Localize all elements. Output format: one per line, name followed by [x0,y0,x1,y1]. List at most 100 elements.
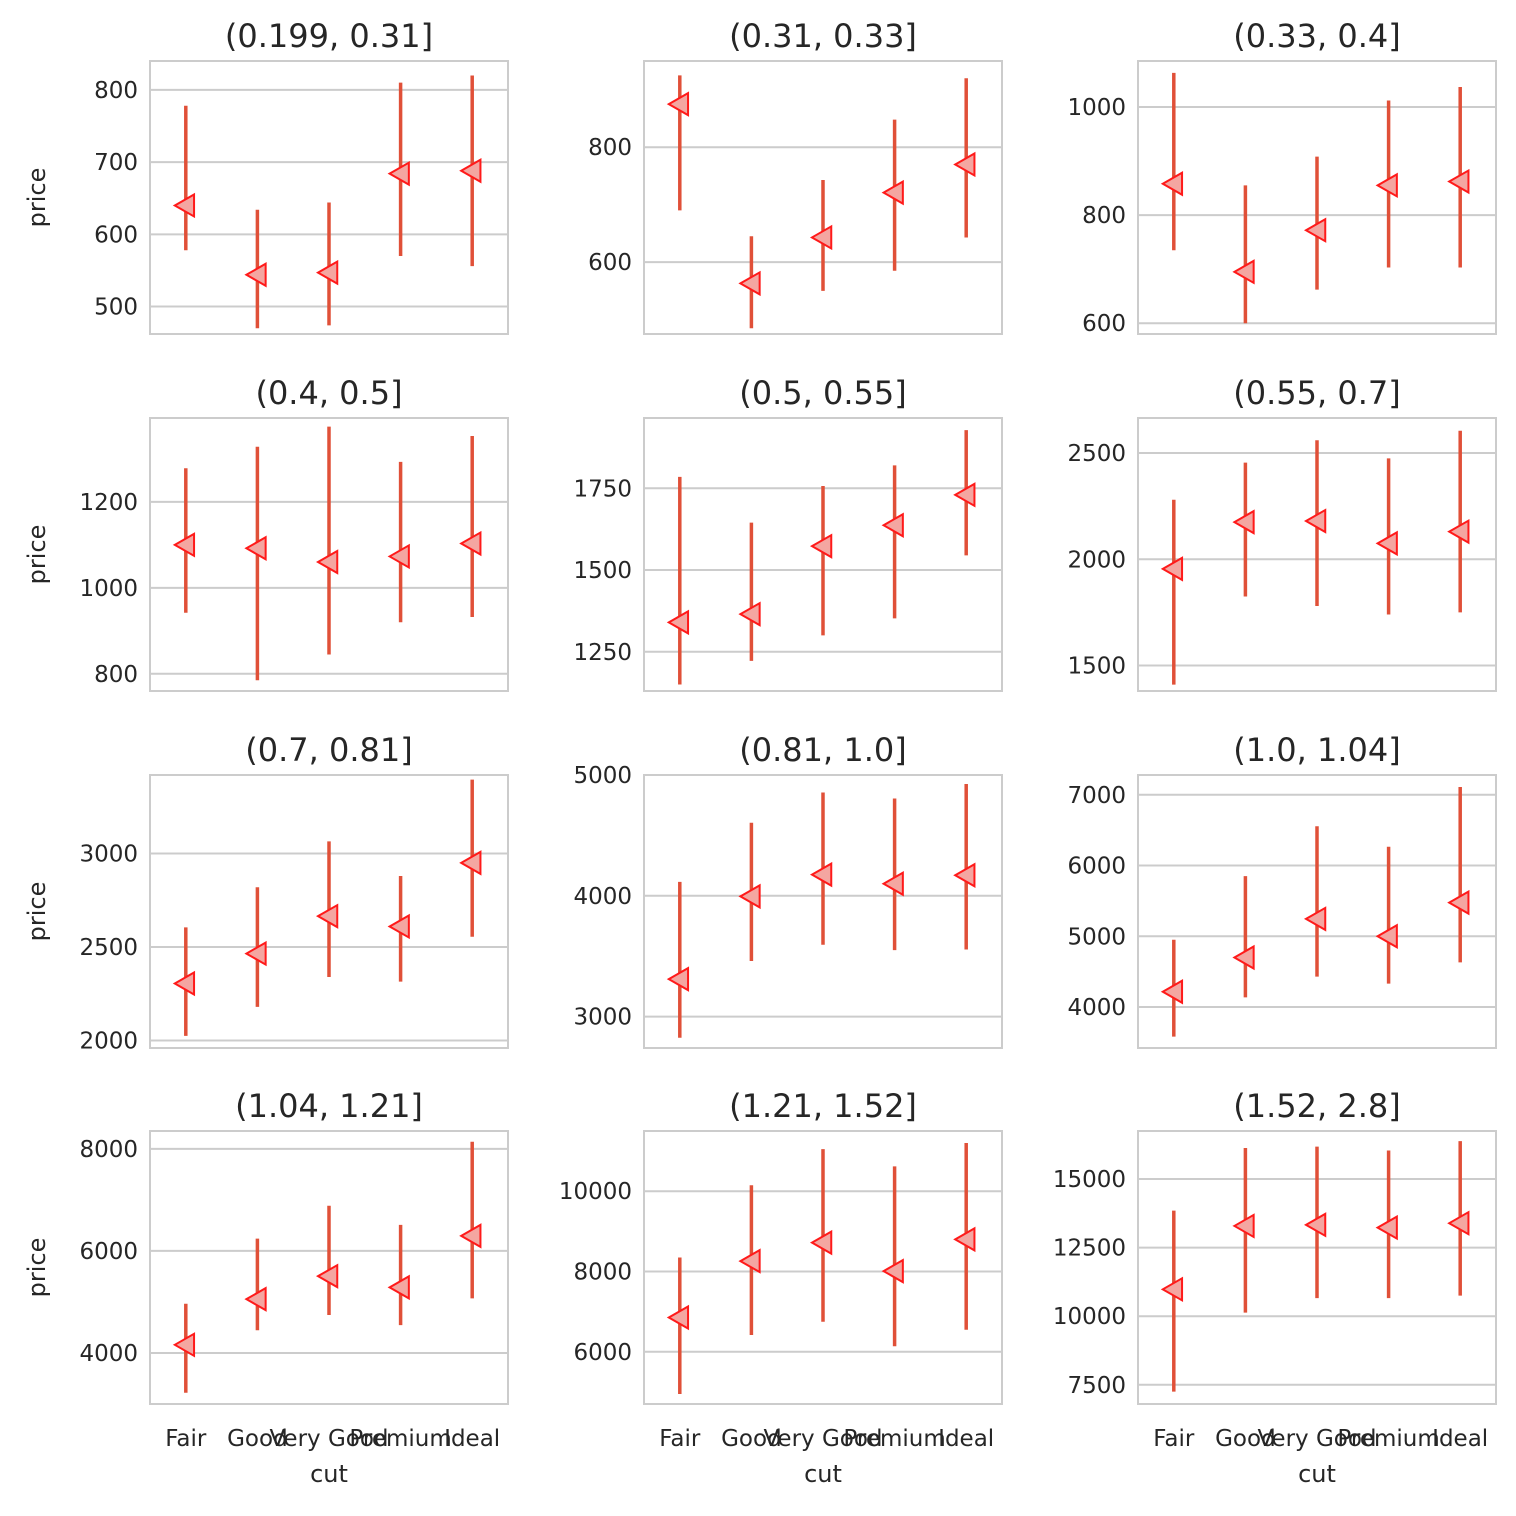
point-marker [881,512,904,538]
axes-frame [149,774,509,1049]
point-marker [1160,556,1184,582]
y-tick-label: 1250 [573,640,632,666]
facet-panel: 600 800 (0.31, 0.33] [588,17,1003,335]
axes-frame [643,417,1003,692]
point-marker [1303,508,1327,534]
x-tick-label: Very Good [269,1426,388,1452]
x-tick-label: Good [1215,1426,1276,1452]
x-tick-label: Premium [349,1426,451,1452]
point-marker [1232,509,1255,535]
facet-panel: 2000 2500 3000 (0.7, 0.81] price [23,731,509,1055]
y-axis-label: price [23,168,51,228]
x-tick-label: Good [721,1426,782,1452]
y-tick-label: 500 [94,295,138,321]
y-tick-label: 12500 [1053,1236,1126,1262]
facet-panel: 4000 5000 6000 7000 (1.0, 1.04] [1067,731,1497,1049]
y-tick-label: 1500 [1067,654,1126,680]
y-tick-label: 4000 [79,1341,138,1367]
point-marker [387,160,410,187]
x-tick-label: Fair [659,1426,701,1452]
point-marker [1232,1213,1255,1239]
facet-panel: 3000 4000 5000 (0.81, 1.0] [573,731,1003,1049]
y-tick-label: 15000 [1053,1167,1126,1193]
y-tick-label: 6000 [1067,854,1126,880]
point-marker [953,1226,976,1253]
axes-frame [1137,60,1497,335]
x-tick-label: Ideal [1432,1426,1488,1452]
point-marker [881,179,904,206]
point-marker [387,543,410,570]
y-tick-label: 4000 [1067,995,1126,1021]
axes-frame [1137,774,1497,1049]
y-tick-label: 8000 [79,1137,138,1163]
point-marker [315,903,339,929]
y-tick-label: 4000 [573,884,632,910]
x-tick-label: Very Good [1257,1426,1376,1452]
point-marker [809,224,833,251]
facet-title: (0.7, 0.81] [245,731,412,769]
point-marker [881,1258,904,1284]
point-marker [1447,889,1470,916]
point-marker [244,262,267,288]
y-tick-label: 1750 [573,476,632,502]
y-tick-label: 3000 [79,842,138,868]
y-tick-label: 1500 [573,558,632,584]
point-marker [666,1304,690,1331]
point-marker [953,862,976,888]
facet-panel: 1250 1500 1750 (0.5, 0.55] [573,374,1003,692]
y-tick-label: 2000 [1067,547,1126,573]
point-marker [1447,168,1470,195]
facet-title: (1.04, 1.21] [235,1087,423,1125]
point-marker [1447,1210,1470,1236]
y-tick-label: 8000 [573,1260,632,1286]
facet-panel: 800 1000 1200 (0.4, 0.5] price [23,374,509,692]
y-tick-label: 6000 [79,1239,138,1265]
point-marker [809,861,833,888]
point-marker [881,870,904,897]
point-marker [953,151,976,178]
point-marker [315,259,339,286]
axes-frame [643,774,1003,1049]
y-tick-label: 800 [588,135,632,161]
point-marker [1160,979,1184,1005]
point-marker [315,549,339,575]
point-marker [315,1263,339,1289]
y-tick-label: 7500 [1067,1373,1126,1399]
point-marker [459,850,482,876]
point-marker [172,532,196,558]
point-marker [244,1286,267,1312]
axes-frame [149,60,509,335]
point-marker [459,530,482,557]
y-tick-label: 1200 [79,490,138,516]
point-marker [738,1248,761,1274]
point-marker [666,609,690,636]
y-tick-label: 10000 [1053,1304,1126,1330]
axes-frame [643,1130,1003,1405]
point-marker [459,158,482,184]
point-marker [387,1274,410,1301]
point-marker [172,970,196,997]
x-tick-label: Very Good [763,1426,882,1452]
point-marker [1160,1276,1184,1303]
x-tick-label: Premium [843,1426,945,1452]
facet-title: (0.31, 0.33] [729,17,917,55]
y-axis-label: price [23,525,51,585]
y-tick-label: 800 [94,78,138,104]
axes-frame [643,60,1003,335]
y-tick-label: 700 [94,150,138,176]
y-tick-label: 2000 [79,1029,138,1055]
facet-title: (1.52, 2.8] [1233,1087,1400,1125]
point-marker [1303,1212,1327,1238]
point-marker [244,535,267,561]
point-marker [172,192,196,219]
facet-title: (1.21, 1.52] [729,1087,917,1125]
y-tick-label: 2500 [79,935,138,961]
point-marker [1232,944,1255,971]
facet-title: (0.81, 1.0] [739,731,906,769]
facet-panel: 4000 6000 8000 (1.04, 1.21] price Fair GoodVer… [23,1087,509,1488]
point-marker [1160,170,1184,197]
point-marker [1447,518,1470,545]
x-axis-label: cut [804,1460,842,1488]
facet-title: (0.4, 0.5] [255,374,402,412]
